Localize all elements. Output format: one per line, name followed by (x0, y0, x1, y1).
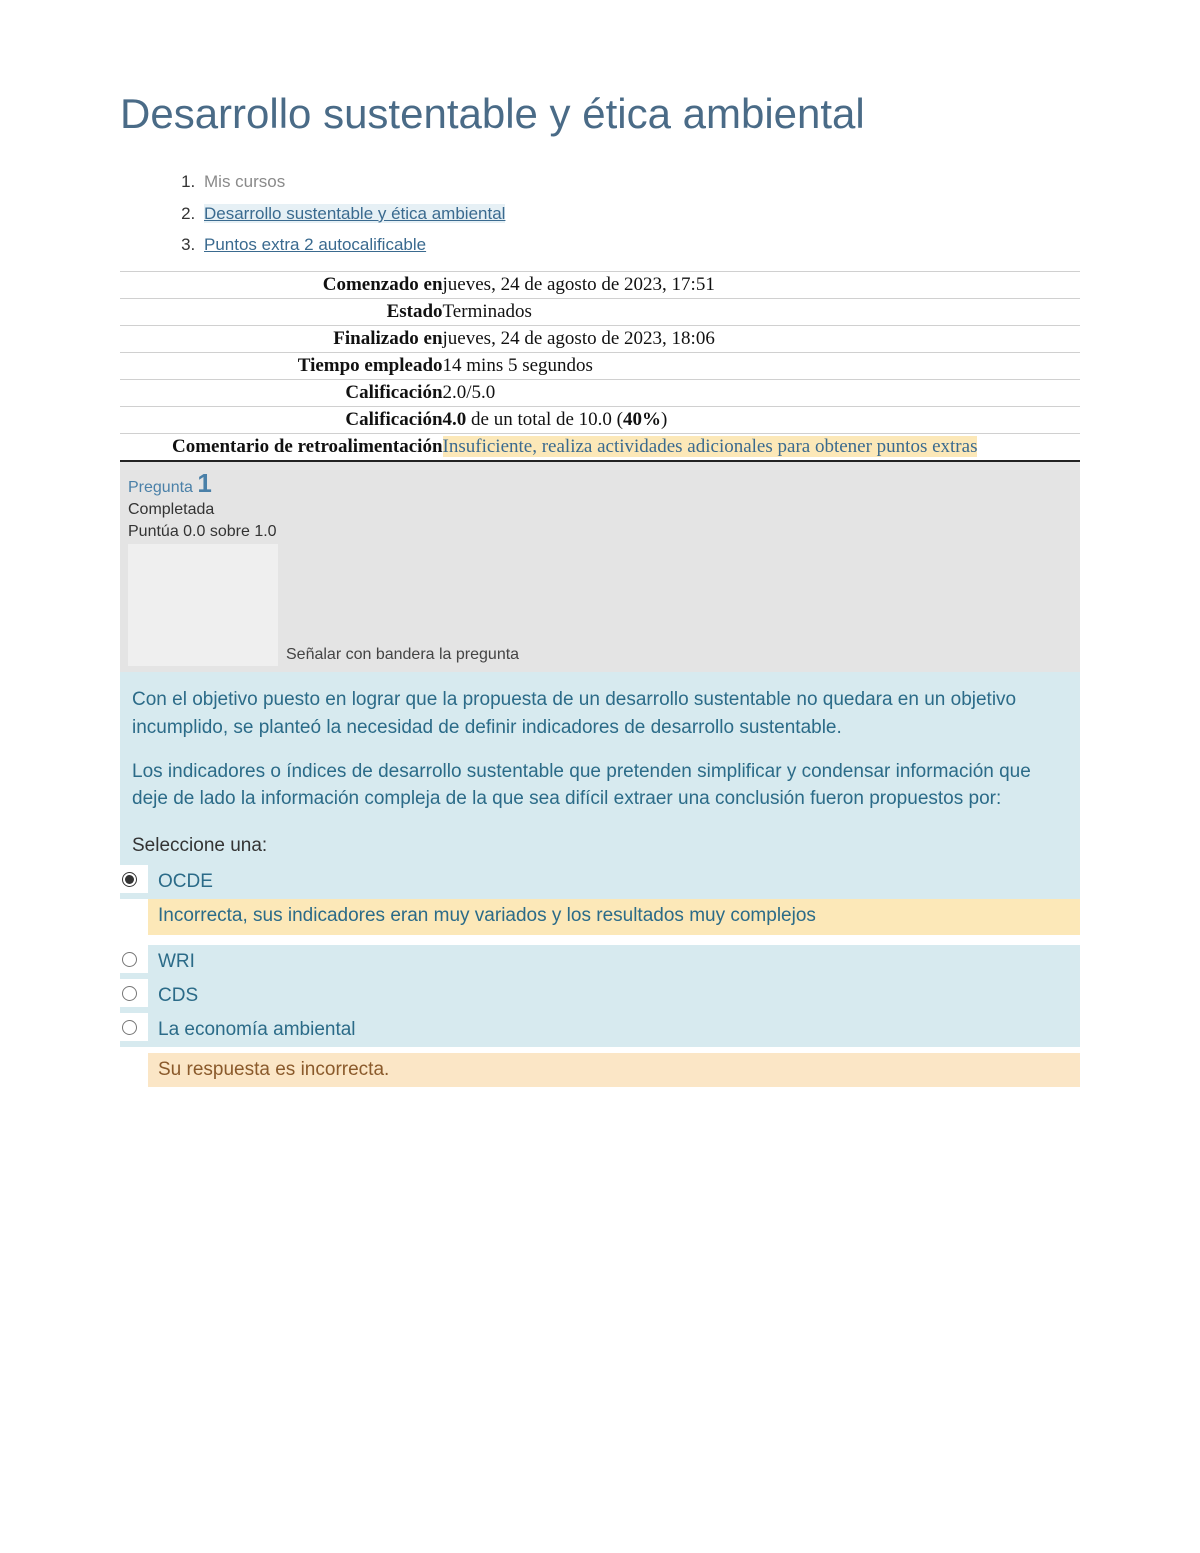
flag-icon[interactable] (128, 544, 278, 666)
summary-row: Estado Terminados (120, 298, 1080, 325)
summary-value: Terminados (443, 298, 1080, 325)
summary-value: 4.0 de un total de 10.0 (40%) (443, 406, 1080, 433)
option-b-radio[interactable] (122, 952, 137, 967)
summary-row: Tiempo empleado 14 mins 5 segundos (120, 352, 1080, 379)
option-a-feedback: Incorrecta, sus indicadores eran muy var… (148, 899, 1080, 936)
summary-value: 14 mins 5 segundos (443, 352, 1080, 379)
summary-label: Calificación (120, 379, 443, 406)
summary-value: 2.0/5.0 (443, 379, 1080, 406)
summary-label: Comenzado en (120, 271, 443, 298)
question-number: Pregunta 1 (128, 468, 1072, 499)
summary-row: Finalizado en jueves, 24 de agosto de 20… (120, 325, 1080, 352)
page-title: Desarrollo sustentable y ética ambiental (120, 90, 1080, 138)
summary-label: Calificación (120, 406, 443, 433)
answer-result: Su respuesta es incorrecta. (148, 1053, 1080, 1087)
summary-feedback-value: Insuficiente, realiza actividades adicio… (443, 433, 1080, 461)
summary-label: Tiempo empleado (120, 352, 443, 379)
summary-row-grade-total: Calificación 4.0 de un total de 10.0 (40… (120, 406, 1080, 433)
question-text: Con el objetivo puesto en lograr que la … (120, 672, 1080, 830)
breadcrumb-item-miscursos[interactable]: Mis cursos (204, 172, 285, 191)
flag-question-link[interactable]: Señalar con bandera la pregunta (286, 646, 519, 664)
option-d-label: La economía ambiental (148, 1013, 1080, 1047)
option-c-radio[interactable] (122, 986, 137, 1001)
breadcrumb-item-activity[interactable]: Puntos extra 2 autocalificable (204, 235, 426, 254)
summary-value: jueves, 24 de agosto de 2023, 17:51 (443, 271, 1080, 298)
summary-label: Estado (120, 298, 443, 325)
summary-value: jueves, 24 de agosto de 2023, 18:06 (443, 325, 1080, 352)
option-b-label: WRI (148, 945, 1080, 979)
option-c-label: CDS (148, 979, 1080, 1013)
summary-row: Comenzado en jueves, 24 de agosto de 202… (120, 271, 1080, 298)
option-a-label: OCDE (148, 865, 1080, 899)
question-paragraph: Con el objetivo puesto en lograr que la … (132, 686, 1068, 741)
question-header: Pregunta 1 Completada Puntúa 0.0 sobre 1… (120, 462, 1080, 672)
question-score: Puntúa 0.0 sobre 1.0 (128, 521, 1072, 543)
answer-options: OCDE Incorrecta, sus indicadores eran mu… (120, 865, 1080, 1088)
summary-row-feedback: Comentario de retroalimentación Insufici… (120, 433, 1080, 461)
summary-label: Finalizado en (120, 325, 443, 352)
option-a-radio[interactable] (122, 872, 137, 887)
breadcrumb: Mis cursos Desarrollo sustentable y étic… (120, 166, 1080, 260)
option-d-radio[interactable] (122, 1020, 137, 1035)
option-a[interactable]: OCDE (120, 865, 1080, 899)
question-status: Completada (128, 499, 1072, 521)
summary-table: Comenzado en jueves, 24 de agosto de 202… (120, 271, 1080, 463)
breadcrumb-item-course[interactable]: Desarrollo sustentable y ética ambiental (204, 204, 505, 223)
question-paragraph: Los indicadores o índices de desarrollo … (132, 758, 1068, 813)
option-c[interactable]: CDS (120, 979, 1080, 1013)
select-one-prompt: Seleccione una: (120, 831, 1080, 865)
option-b[interactable]: WRI (120, 945, 1080, 979)
summary-label: Comentario de retroalimentación (120, 433, 443, 461)
summary-row: Calificación 2.0/5.0 (120, 379, 1080, 406)
option-d[interactable]: La economía ambiental (120, 1013, 1080, 1047)
